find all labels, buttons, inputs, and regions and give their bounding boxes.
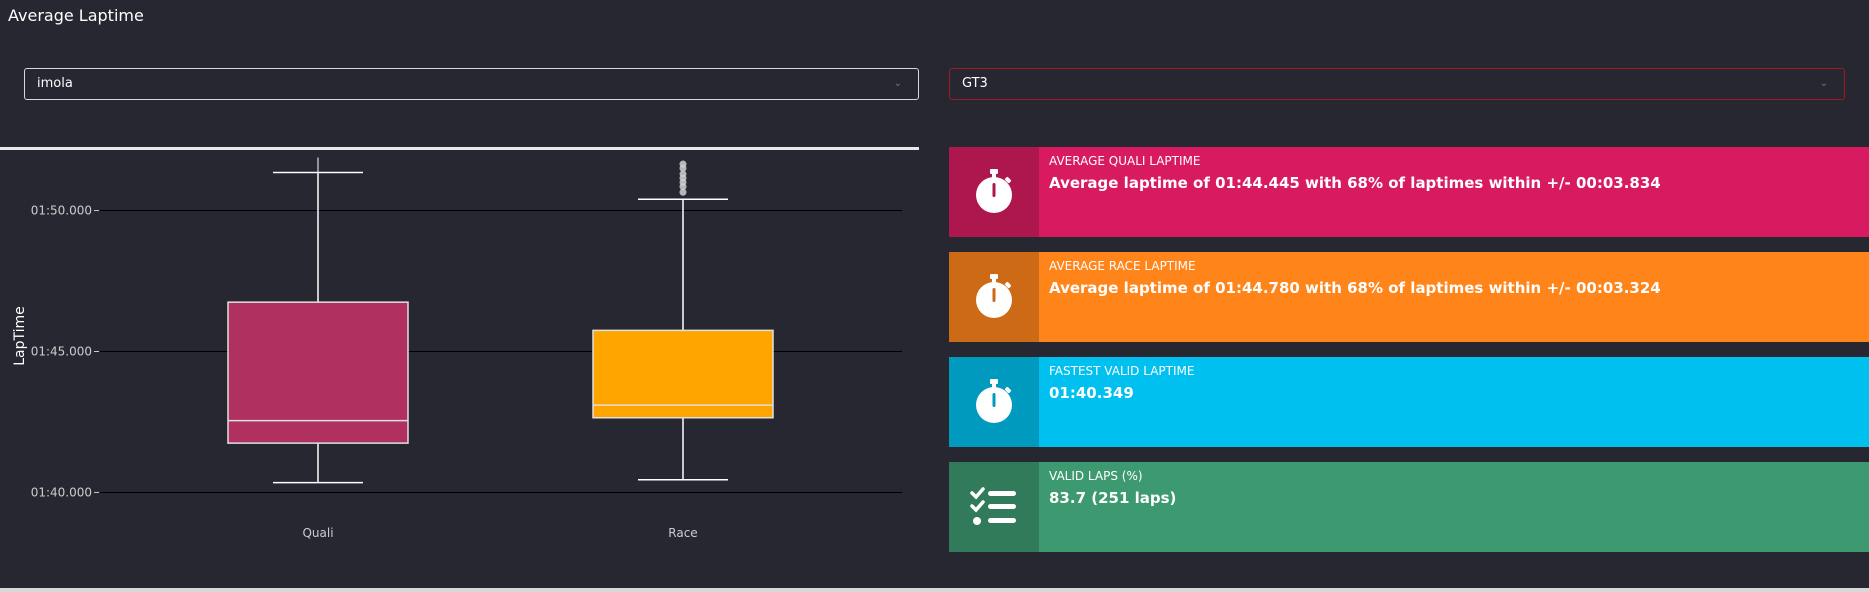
page-title: Average Laptime (8, 6, 144, 25)
x-tick-label: Quali (302, 526, 333, 540)
chevron-down-icon: ⌄ (1819, 78, 1828, 89)
y-axis-label: LapTime (12, 306, 28, 366)
card-value: 83.7 (251 laps) (1049, 489, 1177, 507)
stopwatch-icon (949, 357, 1039, 447)
card-label: AVERAGE QUALI LAPTIME (1049, 154, 1201, 168)
car-class-select[interactable]: GT3 ⌄ (949, 68, 1845, 100)
fastest-card: FASTEST VALID LAPTIME 01:40.349 (949, 357, 1869, 447)
card-value: Average laptime of 01:44.780 with 68% of… (1049, 279, 1661, 297)
y-tick-label: 01:50.000 (31, 204, 92, 218)
x-tick-label: Race (668, 526, 697, 540)
bottom-divider (0, 588, 1869, 592)
chart-top-border (0, 147, 919, 150)
card-label: AVERAGE RACE LAPTIME (1049, 259, 1196, 273)
outlier-point (679, 170, 687, 178)
laptime-box-chart[interactable]: 01:40.000 01:45.000 01:50.000 LapTime Quali R… (0, 147, 919, 567)
checklist-icon (949, 462, 1039, 552)
stopwatch-icon (949, 147, 1039, 237)
outlier-point (679, 188, 687, 196)
box-race (592, 329, 774, 419)
stopwatch-icon (949, 252, 1039, 342)
quali-card: AVERAGE QUALI LAPTIME Average laptime of … (949, 147, 1869, 237)
race-card: AVERAGE RACE LAPTIME Average laptime of 0… (949, 252, 1869, 342)
valid-laps-card: VALID LAPS (%) 83.7 (251 laps) (949, 462, 1869, 552)
card-value: Average laptime of 01:44.445 with 68% of… (1049, 174, 1661, 192)
card-label: FASTEST VALID LAPTIME (1049, 364, 1195, 378)
track-select-value: imola (37, 76, 73, 91)
car-class-select-value: GT3 (962, 76, 988, 91)
card-label: VALID LAPS (%) (1049, 469, 1143, 483)
box-quali (227, 301, 409, 444)
chevron-down-icon: ⌄ (893, 78, 902, 89)
card-value: 01:40.349 (1049, 384, 1134, 402)
outlier-point (679, 160, 687, 168)
y-tick-label: 01:40.000 (31, 485, 92, 499)
y-tick-label: 01:45.000 (31, 345, 92, 359)
track-select[interactable]: imola ⌄ (24, 68, 919, 100)
